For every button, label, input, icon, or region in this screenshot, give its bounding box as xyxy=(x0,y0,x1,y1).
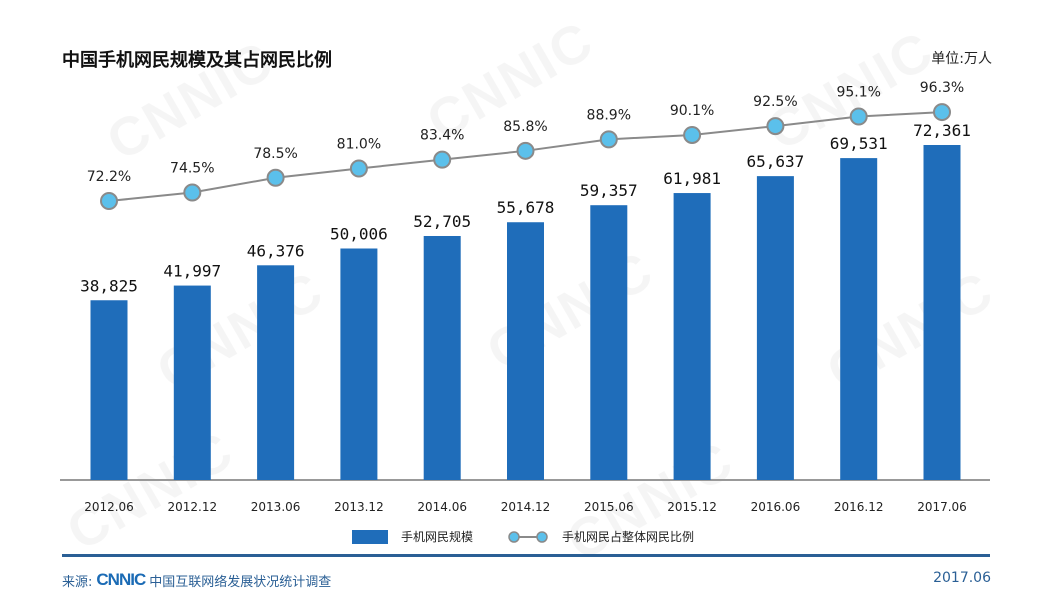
cnnic-logo: CNNIC xyxy=(96,570,146,589)
footer-divider xyxy=(62,554,990,557)
ratio-point xyxy=(100,192,118,210)
ratio-point xyxy=(933,103,951,122)
x-tick-label: 2016.12 xyxy=(834,500,884,514)
chart-title: 中国手机网民规模及其占网民比例 xyxy=(62,50,332,71)
ratio-point xyxy=(183,183,202,202)
ratio-point xyxy=(849,107,868,126)
bar-value-label: 65,637 xyxy=(747,152,805,171)
bar xyxy=(507,222,544,480)
x-tick-label: 2013.12 xyxy=(334,500,384,514)
x-tick-label: 2012.06 xyxy=(84,500,134,514)
x-tick-label: 2014.12 xyxy=(501,500,551,514)
source-line: 来源: CNNIC 中国互联网络发展状况统计调查 xyxy=(62,570,331,590)
ratio-value-label: 81.0% xyxy=(337,137,381,153)
footer-date: 2017.06 xyxy=(933,570,991,586)
legend-item-line: 手机网民占整体网民比例 xyxy=(508,528,694,545)
source-label: 来源: xyxy=(62,574,93,590)
bar xyxy=(90,300,128,480)
legend-item-bar: 手机网民规模 xyxy=(352,528,473,545)
legend-bar-label: 手机网民规模 xyxy=(401,530,474,544)
ratio-point xyxy=(683,125,702,144)
x-tick-label: 2012.12 xyxy=(167,500,217,514)
ratio-point xyxy=(433,150,452,169)
bar-value-label: 41,997 xyxy=(163,262,221,281)
ratio-point xyxy=(266,168,285,187)
bar xyxy=(756,176,794,480)
bar-value-label: 52,705 xyxy=(413,212,471,231)
bar xyxy=(590,205,628,480)
ratio-value-label: 72.2% xyxy=(87,169,131,185)
ratio-value-label: 83.4% xyxy=(420,128,464,144)
bar xyxy=(923,145,961,480)
ratio-point xyxy=(599,130,618,149)
ratio-value-label: 92.5% xyxy=(753,94,797,110)
bar xyxy=(340,248,378,480)
bar xyxy=(257,265,295,480)
bar-value-label: 46,376 xyxy=(247,241,305,260)
bar-value-label: 69,531 xyxy=(830,134,888,153)
legend-bar-swatch xyxy=(352,529,388,544)
bar-value-label: 61,981 xyxy=(663,169,721,188)
x-tick-label: 2013.06 xyxy=(251,500,301,514)
ratio-value-label: 95.1% xyxy=(836,84,880,100)
legend-line-label: 手机网民占整体网民比例 xyxy=(562,530,695,544)
bar-value-label: 55,678 xyxy=(497,198,555,217)
bar-value-label: 50,006 xyxy=(330,224,388,243)
ratio-point xyxy=(349,159,368,178)
bar-value-label: 59,357 xyxy=(580,181,638,200)
bar xyxy=(840,158,878,480)
bar xyxy=(173,285,211,480)
x-tick-label: 2014.06 xyxy=(417,500,467,514)
ratio-point xyxy=(766,117,785,136)
unit-label: 单位:万人 xyxy=(931,51,992,67)
ratio-point xyxy=(516,141,535,160)
x-tick-label: 2015.12 xyxy=(667,500,717,514)
bar-value-label: 38,825 xyxy=(80,276,138,295)
bar-value-label: 72,361 xyxy=(913,121,971,140)
ratio-value-label: 96.3% xyxy=(920,80,964,96)
ratio-value-label: 90.1% xyxy=(670,103,714,119)
ratio-value-label: 78.5% xyxy=(253,146,297,162)
x-tick-label: 2017.06 xyxy=(917,500,967,514)
ratio-value-label: 85.8% xyxy=(503,119,547,135)
ratio-value-label: 74.5% xyxy=(170,161,214,177)
ratio-value-label: 88.9% xyxy=(587,107,631,123)
legend-line-swatch xyxy=(508,530,548,543)
bar xyxy=(673,193,711,481)
x-tick-label: 2016.06 xyxy=(751,500,801,514)
source-text: 中国互联网络发展状况统计调查 xyxy=(149,574,332,590)
x-tick-label: 2015.06 xyxy=(584,500,634,514)
bar xyxy=(423,235,461,480)
